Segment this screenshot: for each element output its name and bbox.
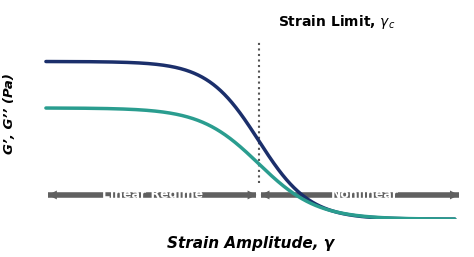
Text: Strain Amplitude, γ: Strain Amplitude, γ (167, 236, 334, 251)
Text: Nonlinear: Nonlinear (331, 188, 399, 201)
Text: G’, G’’ (Pa): G’, G’’ (Pa) (3, 73, 16, 153)
Text: Strain Limit, $\mathit{\gamma_c}$: Strain Limit, $\mathit{\gamma_c}$ (278, 13, 396, 31)
Text: Linear Regime: Linear Regime (101, 188, 203, 201)
